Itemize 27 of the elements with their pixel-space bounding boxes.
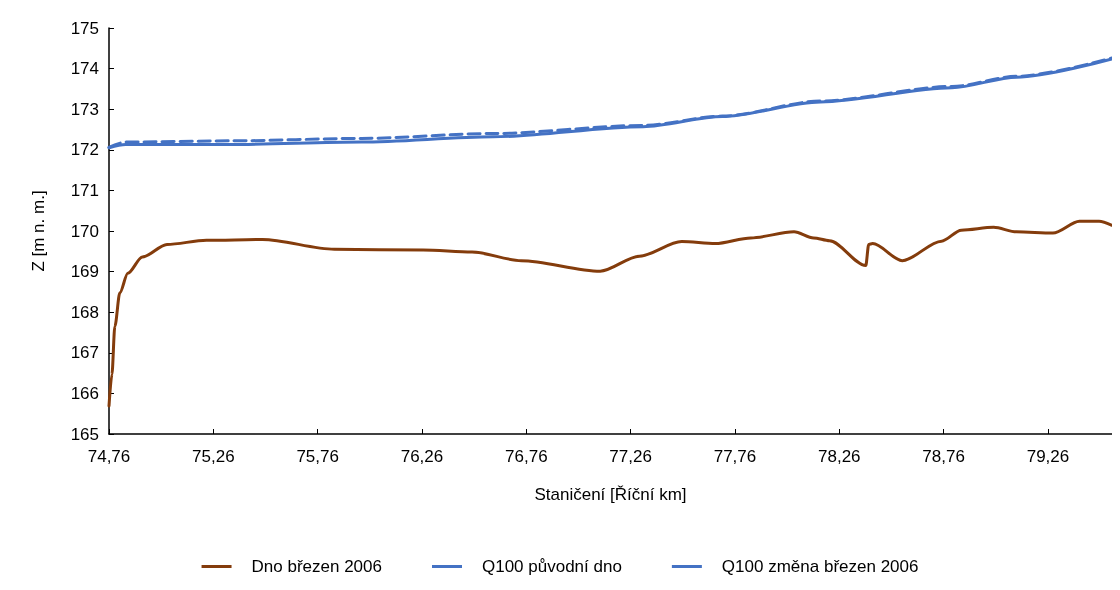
- y-tick-label: 174: [70, 59, 99, 79]
- y-tick-label: 165: [70, 424, 99, 444]
- y-tick-label: 167: [70, 343, 99, 363]
- line-series: [107, 219, 1112, 408]
- y-tick-label: 173: [70, 99, 99, 119]
- y-axis-title: Z [m n. m.]: [29, 190, 48, 272]
- legend-label: Dno březen 2006: [251, 557, 382, 576]
- x-tick-label: 76,26: [400, 447, 444, 466]
- y-tick-label: 169: [70, 262, 99, 282]
- y-tick-label: 171: [70, 180, 99, 200]
- x-tick-label: 78,26: [818, 447, 861, 466]
- x-tick-label: 77,76: [713, 447, 757, 466]
- y-tick-label: 168: [70, 302, 99, 322]
- x-tick-label: 78,76: [922, 447, 965, 466]
- x-tick-label: 74,76: [87, 447, 131, 466]
- legend-label: Q100 změna březen 2006: [721, 557, 919, 576]
- x-tick-label: 76,76: [505, 447, 548, 466]
- y-tick-label: 170: [70, 221, 99, 241]
- x-tick-label: 75,76: [296, 447, 339, 466]
- x-tick-label: 75,26: [192, 447, 235, 466]
- legend-label: Q100 původní dno: [481, 557, 622, 576]
- x-axis-title: Staničení [Říční km]: [534, 485, 687, 504]
- y-tick-label: 172: [70, 140, 99, 160]
- x-tick-label: 77,26: [609, 447, 652, 466]
- y-tick-label: 166: [70, 383, 99, 403]
- y-tick-label: 175: [70, 18, 99, 38]
- x-tick-label: 79,26: [1026, 447, 1070, 466]
